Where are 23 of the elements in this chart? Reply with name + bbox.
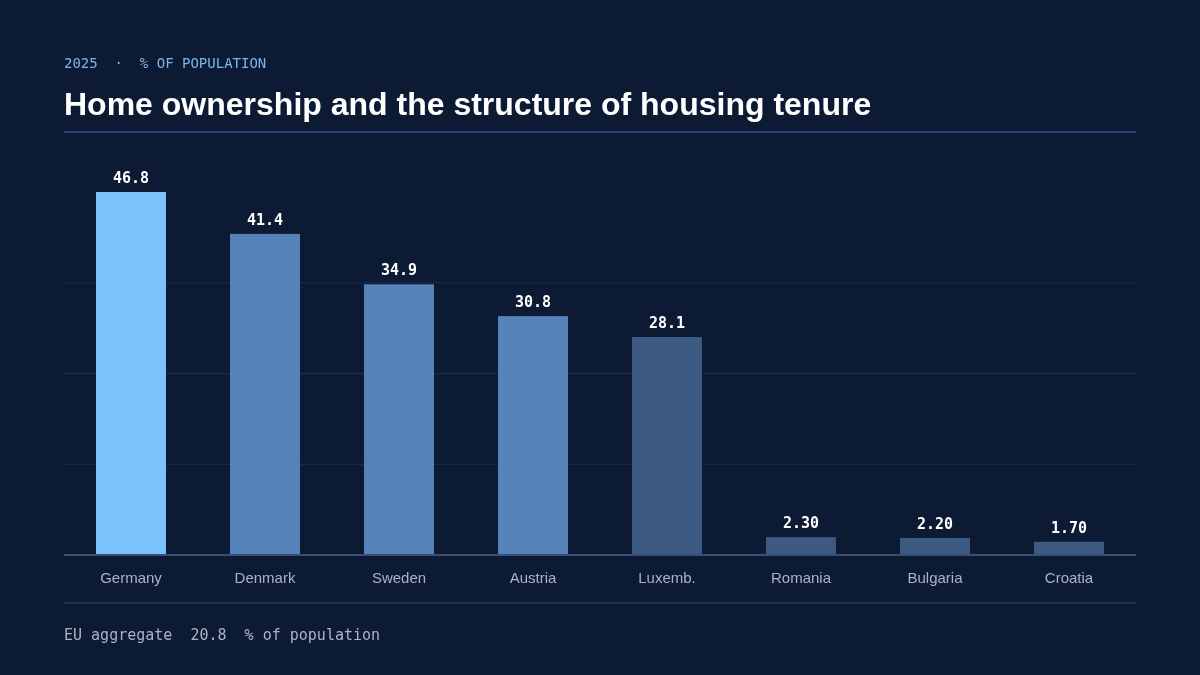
bar: [498, 316, 568, 555]
bar: [364, 284, 434, 555]
x-tick-label: Austria: [509, 569, 557, 586]
chart-subtitle: 2025 · % OF POPULATION: [64, 55, 267, 71]
data-label: 41.4: [246, 210, 284, 229]
data-label: 34.9: [380, 261, 418, 280]
text: EU aggregate 20.8 % of population: [64, 626, 381, 644]
x-tick-label: Luxemb.: [638, 569, 696, 586]
x-tick-label: Sweden: [371, 569, 427, 586]
data-label: 46.8: [112, 169, 150, 187]
data-label: 2.30: [782, 514, 820, 533]
x-tick-label: Croatia: [1044, 569, 1094, 586]
x-tick-label: Denmark: [234, 569, 296, 586]
data-label: 1.70: [1050, 518, 1088, 537]
data-label: 2.20: [916, 514, 954, 533]
bar: [230, 233, 300, 555]
x-tick-label: Germany: [100, 569, 163, 586]
x-tick-label: Romania: [770, 569, 832, 586]
bar: [96, 192, 166, 555]
chart-title: Home ownership and the structure of housing tenure: [64, 86, 872, 122]
data-label: 30.8: [514, 293, 552, 312]
x-tick-label: Bulgaria: [907, 569, 964, 586]
data-label: 28.1: [648, 314, 686, 333]
